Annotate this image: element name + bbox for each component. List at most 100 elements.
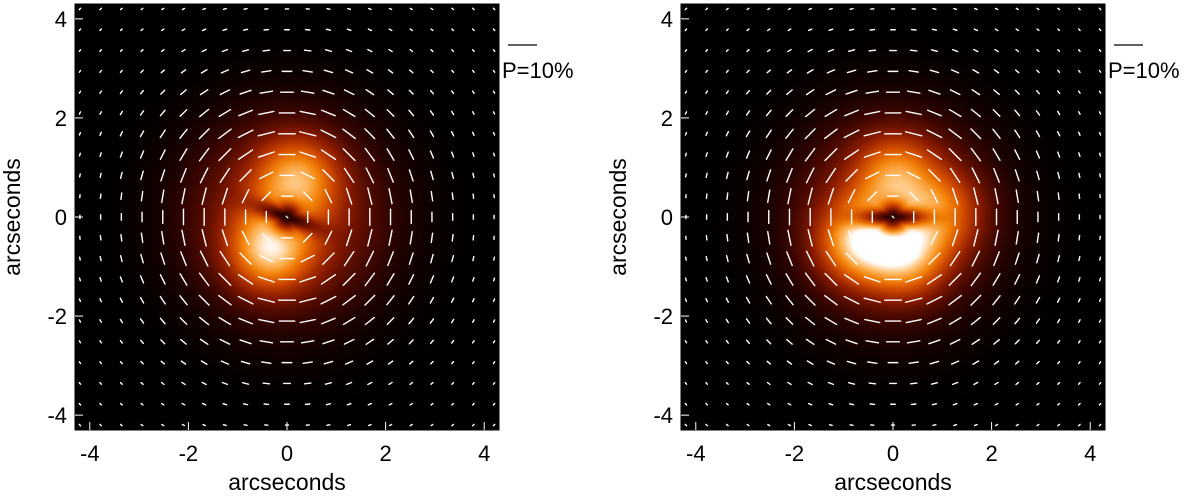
polarization-vector	[706, 257, 707, 261]
polarization-vector	[788, 8, 790, 9]
polarization-vector	[975, 425, 977, 426]
polarization-vector	[1100, 133, 1101, 135]
y-tick-label: 4	[55, 7, 67, 32]
y-tick-label: -2	[47, 304, 67, 329]
polarization-vector	[79, 91, 80, 93]
polarization-vector	[493, 8, 494, 9]
x-axis-label: arcseconds	[834, 469, 952, 494]
polarization-vector	[452, 424, 454, 425]
polarization-vector	[685, 71, 686, 73]
polarization-vector	[1058, 8, 1060, 9]
polarization-vector	[79, 299, 80, 301]
polarization-vector	[326, 29, 330, 30]
y-tick-label: 2	[55, 106, 67, 131]
y-tick-label: 0	[55, 205, 67, 230]
polarization-vector	[1100, 299, 1101, 301]
x-tick-label: -4	[686, 441, 706, 466]
polarization-vector	[1100, 320, 1101, 322]
polarization-vector	[932, 29, 936, 30]
polarization-vector	[369, 8, 371, 9]
polarization-vector	[327, 9, 330, 10]
polarization-vector	[452, 8, 454, 9]
polarization-vector	[244, 29, 248, 30]
y-tick-label: -4	[653, 403, 673, 428]
polarization-vector	[348, 425, 351, 426]
x-tick-label: -4	[80, 441, 100, 466]
polarization-vector	[1037, 8, 1039, 9]
polarization-vector	[79, 8, 80, 9]
y-tick-label: -4	[47, 403, 67, 428]
polarization-vector	[911, 50, 917, 51]
polarization-vector	[869, 383, 875, 384]
polarization-vector	[1058, 235, 1059, 241]
polarization-vector	[263, 383, 269, 384]
polarization-vector	[494, 299, 495, 301]
polarization-vector	[1100, 257, 1101, 260]
x-tick-label: 2	[379, 441, 391, 466]
polarization-vector	[327, 425, 330, 426]
polarization-vector	[1100, 112, 1101, 114]
polarization-vector	[79, 71, 80, 73]
polarization-vector	[1099, 403, 1100, 405]
polarization-vector	[326, 404, 330, 405]
polarization-vector	[809, 8, 811, 9]
polarization-vector	[1100, 341, 1101, 343]
polarization-vector	[685, 29, 686, 31]
polarization-vector	[473, 257, 474, 261]
polarization-vector	[850, 404, 854, 405]
polarization-vector	[686, 174, 687, 177]
polarization-vector	[494, 278, 495, 281]
polarization-vector	[493, 362, 494, 364]
polarization-vector	[1100, 153, 1101, 156]
polarization-vector	[1099, 8, 1100, 9]
polarization-vector	[1100, 174, 1101, 177]
polarization-vector	[80, 278, 81, 281]
polarization-vector	[685, 91, 686, 93]
x-tick-label: 2	[985, 441, 997, 466]
x-tick-label: 0	[887, 441, 899, 466]
polarization-vector	[494, 341, 495, 343]
polarization-vector	[79, 424, 80, 425]
polarization-vector	[686, 153, 687, 156]
y-tick-label: 2	[661, 106, 673, 131]
polarization-vector	[1037, 424, 1039, 425]
polarization-vector	[121, 8, 123, 9]
polarization-vector	[1099, 424, 1100, 425]
polarization-vector	[1016, 8, 1018, 9]
x-tick-label: 0	[281, 441, 293, 466]
polarization-vector	[830, 9, 833, 10]
polarization-vector	[685, 424, 686, 425]
polarization-vector	[452, 235, 453, 241]
polarization-vector	[182, 425, 184, 426]
polarization-vector	[79, 29, 80, 31]
y-tick-label: -2	[653, 304, 673, 329]
polarization-vector	[203, 425, 205, 426]
polarization-vector	[493, 29, 494, 31]
polarization-vector	[685, 383, 686, 385]
polarization-vector	[1079, 173, 1080, 177]
polarization-vector	[850, 9, 853, 10]
polarization-vector	[389, 8, 391, 9]
polarization-vector	[1099, 362, 1100, 364]
polarization-vector	[685, 341, 686, 343]
polarization-vector	[494, 133, 495, 135]
polarization-vector	[911, 383, 917, 384]
x-tick-label: 4	[1084, 441, 1096, 466]
polarization-vector	[685, 320, 686, 322]
polarization-vector	[79, 341, 80, 343]
x-axis-label: arcseconds	[228, 469, 346, 494]
polarization-vector	[830, 425, 833, 426]
polarization-vector	[493, 71, 494, 73]
polarization-vector	[747, 8, 749, 9]
polarization-vector	[182, 8, 184, 9]
polarization-vector	[141, 8, 143, 9]
polarization-vector	[473, 173, 474, 177]
vector-field	[685, 8, 1101, 426]
polarization-vector	[954, 9, 957, 10]
polarization-vector	[80, 174, 81, 177]
polarization-vector	[244, 404, 248, 405]
polarization-vector	[686, 278, 687, 281]
polarization-vector	[203, 8, 205, 9]
